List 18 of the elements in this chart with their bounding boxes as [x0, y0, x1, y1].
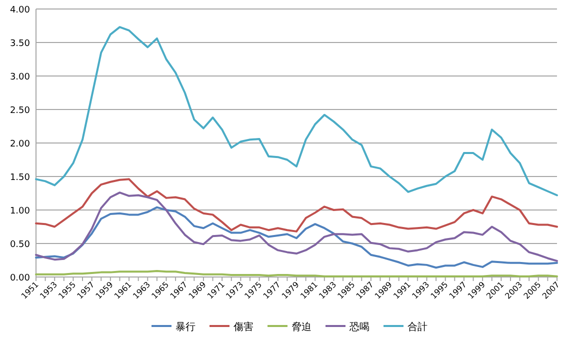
legend-label: 恐喝: [348, 322, 370, 333]
legend-label: 傷害: [234, 321, 254, 333]
legend-label: 暴行: [176, 322, 196, 333]
line-series: [35, 178, 558, 232]
y-tick-label: 0.50: [10, 240, 30, 250]
y-tick-label: 1.00: [10, 206, 30, 216]
y-tick-label: 0.00: [10, 274, 30, 284]
line-series: [35, 206, 558, 269]
y-tick-label: 3.00: [10, 72, 30, 82]
y-tick-label: 2.50: [10, 106, 30, 116]
y-tick-label: 2.00: [10, 140, 30, 150]
line-series: [35, 26, 558, 196]
legend-label: 脅迫: [292, 321, 312, 333]
y-tick-label: 4.00: [10, 6, 30, 16]
legend-label: 合計: [408, 321, 428, 333]
y-tick-label: 3.50: [10, 39, 30, 49]
y-tick-label: 1.50: [10, 173, 30, 183]
line-series: [35, 192, 558, 262]
